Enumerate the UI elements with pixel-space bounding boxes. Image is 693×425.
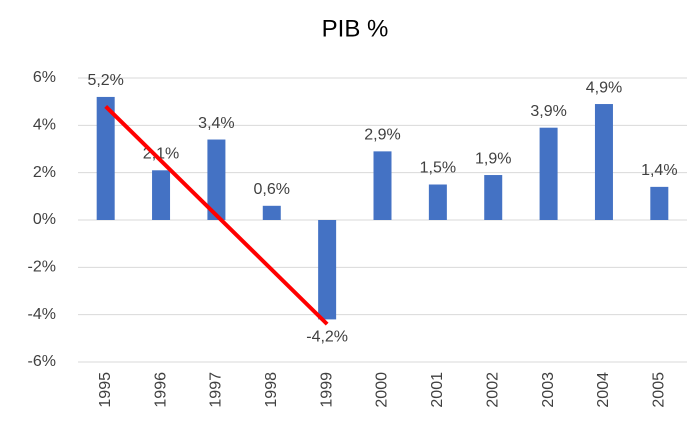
x-tick-label: 2002 [484, 372, 501, 408]
bar [428, 184, 447, 220]
x-tick-label: 1998 [263, 372, 280, 408]
x-tick-label: 2001 [429, 372, 446, 408]
bar [539, 127, 558, 220]
data-label: 2,9% [364, 127, 400, 144]
data-label: 4,9% [586, 79, 622, 96]
y-tick-label: 2% [33, 164, 56, 181]
y-tick-label: -4% [28, 306, 56, 323]
chart-title: PIB % [322, 15, 389, 42]
bar [484, 175, 503, 220]
data-label: 3,4% [198, 115, 234, 132]
x-tick-label: 1999 [318, 372, 335, 408]
y-tick-label: -2% [28, 259, 56, 276]
y-tick-label: 6% [33, 69, 56, 86]
data-label: 3,9% [530, 103, 566, 120]
data-label: 1,9% [475, 150, 511, 167]
y-tick-label: 4% [33, 117, 56, 134]
data-label: 1,4% [641, 162, 677, 179]
data-label: 0,6% [254, 181, 290, 198]
bar [96, 96, 115, 220]
x-tick-label: 2000 [374, 372, 391, 408]
x-tick-label: 1996 [152, 372, 169, 408]
bar [373, 151, 392, 220]
x-tick-label: 2004 [595, 372, 612, 408]
data-label: 1,5% [420, 160, 456, 177]
x-tick-label: 1997 [208, 372, 225, 408]
bar [318, 220, 337, 320]
x-tick-label: 1995 [97, 372, 114, 408]
y-tick-label: -6% [28, 353, 56, 370]
data-label: -4,2% [306, 329, 348, 346]
bar [262, 205, 281, 220]
bar [594, 104, 613, 220]
bar [207, 139, 226, 220]
trend-line [104, 104, 329, 326]
y-tick-label: 0% [33, 211, 56, 228]
x-tick-label: 2005 [651, 372, 668, 408]
x-tick-label: 2003 [540, 372, 557, 408]
bar [650, 186, 669, 220]
data-label: 5,2% [87, 72, 123, 89]
bar [152, 170, 171, 220]
